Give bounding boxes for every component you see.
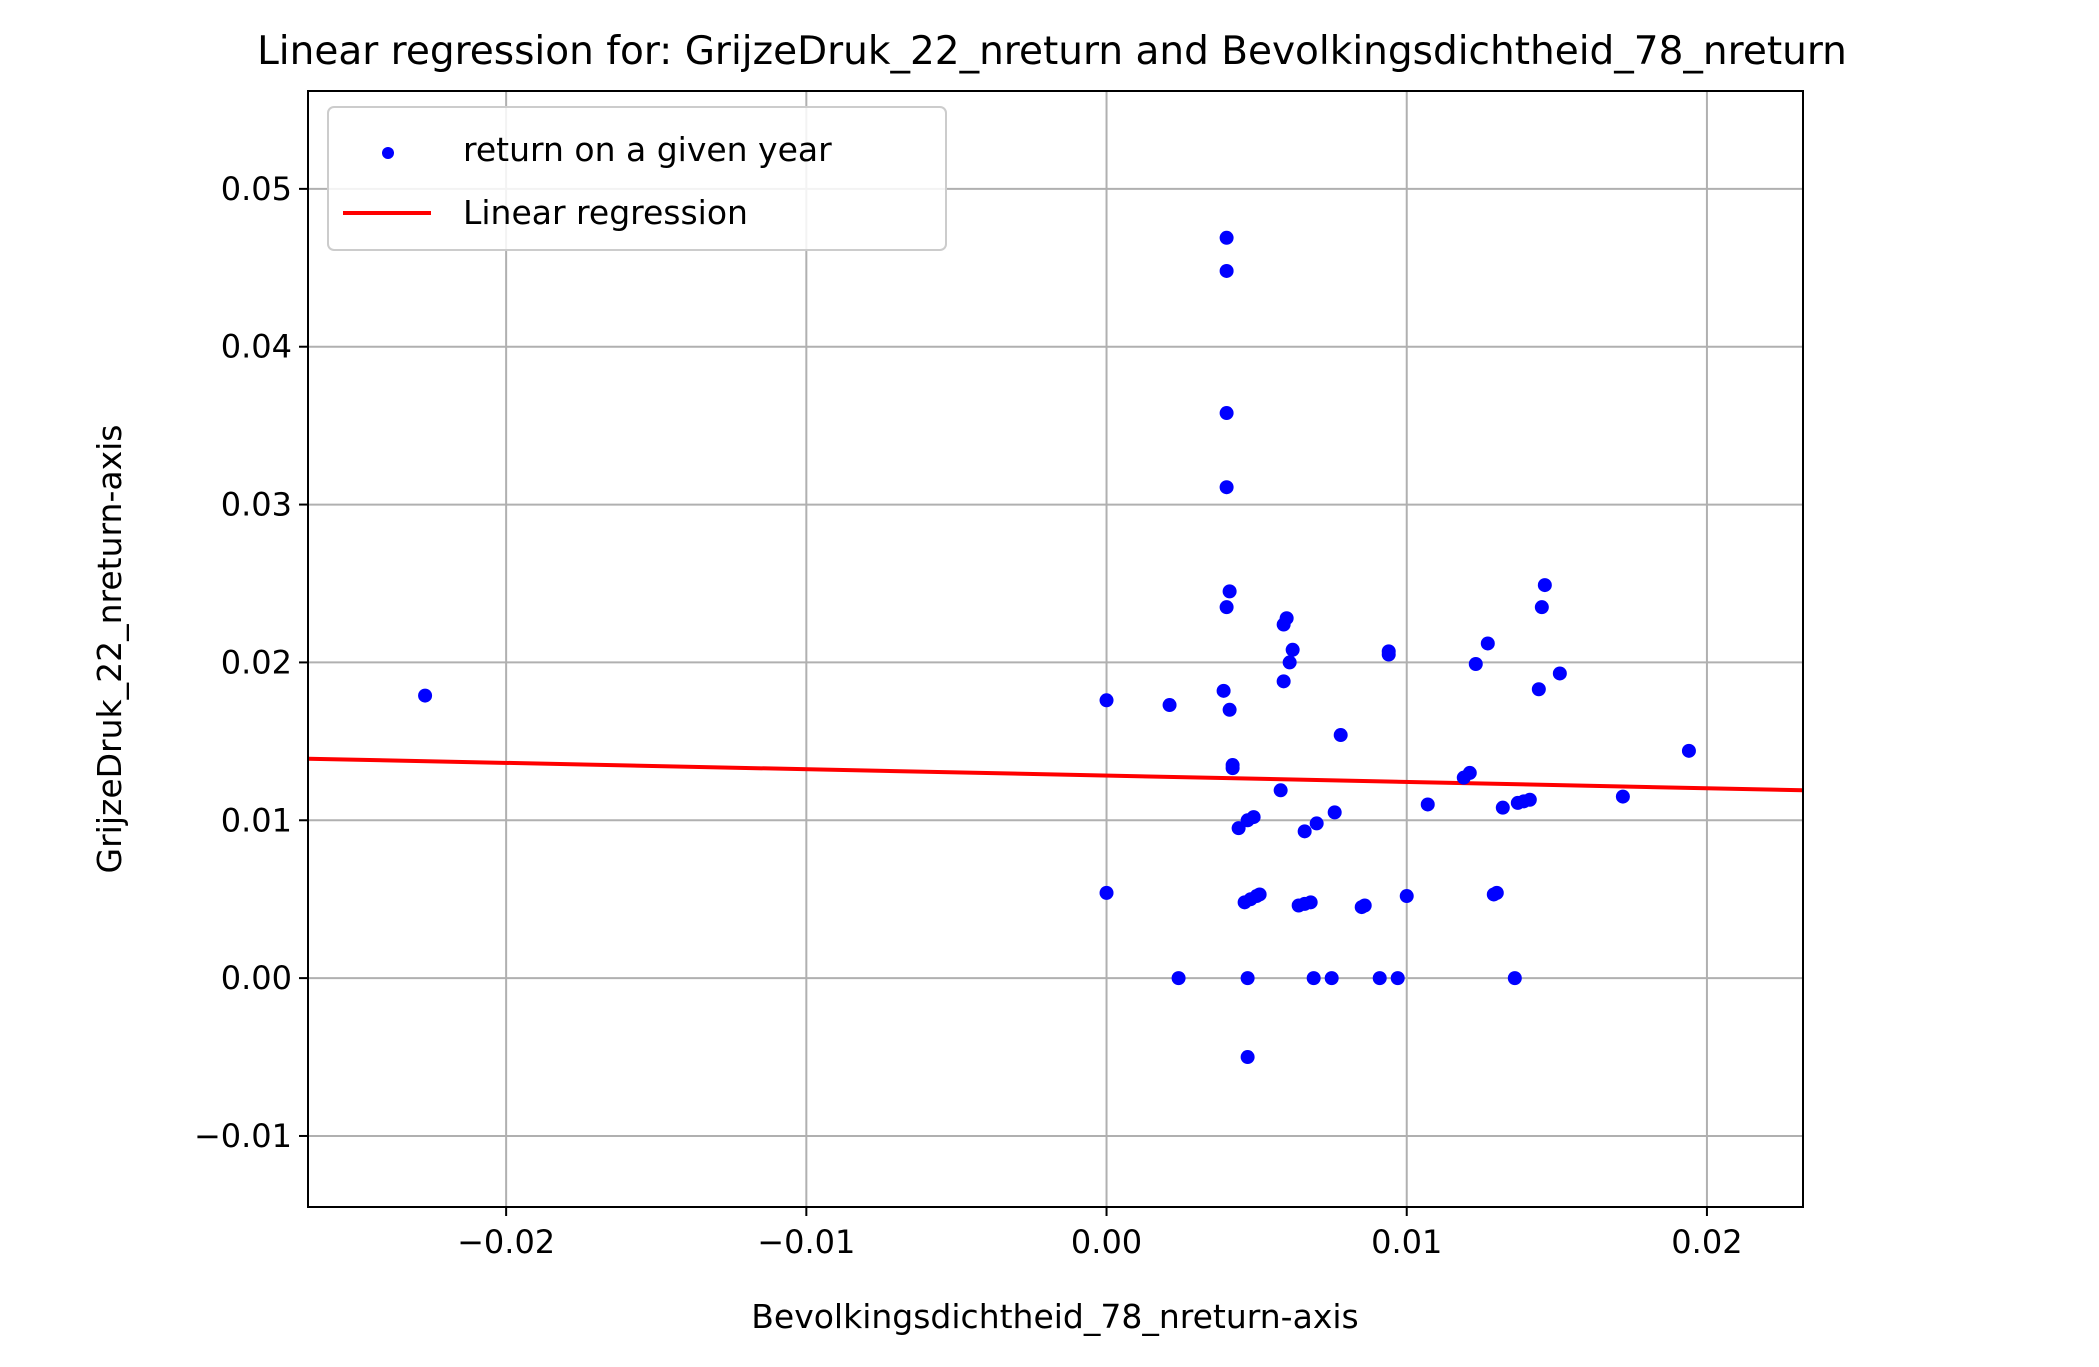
data-point bbox=[1225, 761, 1240, 776]
data-point bbox=[1099, 885, 1114, 900]
data-point bbox=[1222, 584, 1237, 599]
data-point bbox=[1495, 800, 1510, 815]
data-point bbox=[1480, 636, 1495, 651]
legend-label-points: return on a given year bbox=[463, 130, 832, 169]
data-point bbox=[1372, 971, 1387, 986]
data-point bbox=[1219, 406, 1234, 421]
data-point bbox=[1333, 728, 1348, 743]
data-point bbox=[1552, 666, 1567, 681]
y-tick-label: 0.02 bbox=[221, 643, 292, 681]
axis-ticks: −0.02 −0.01 0.00 0.01 0.02 −0.01 0.00 0.01 0.02 0… bbox=[194, 170, 1743, 1261]
data-point bbox=[1246, 810, 1261, 825]
data-point bbox=[1099, 693, 1114, 708]
data-point bbox=[1303, 895, 1318, 910]
regression-line bbox=[307, 756, 1804, 793]
data-point bbox=[1282, 655, 1297, 670]
x-tick-label: 0.02 bbox=[1671, 1223, 1742, 1261]
legend-marker-points bbox=[382, 147, 394, 159]
data-point bbox=[1381, 644, 1396, 659]
y-tick-label: 0.04 bbox=[221, 328, 292, 366]
data-point bbox=[1681, 743, 1696, 758]
x-tick-label: −0.02 bbox=[457, 1223, 555, 1261]
y-tick-label: 0.00 bbox=[221, 959, 292, 997]
data-point bbox=[1285, 642, 1300, 657]
data-point bbox=[1462, 765, 1477, 780]
data-point bbox=[1276, 674, 1291, 689]
y-axis-title: GrijzeDruk_22_nreturn-axis bbox=[90, 425, 129, 874]
data-point bbox=[1324, 971, 1339, 986]
y-tick-label: 0.01 bbox=[221, 801, 292, 839]
data-point bbox=[1420, 797, 1435, 812]
data-point bbox=[1219, 230, 1234, 245]
data-point bbox=[1273, 783, 1288, 798]
data-point bbox=[1279, 611, 1294, 626]
y-tick-label: 0.05 bbox=[221, 170, 292, 208]
data-point bbox=[1507, 971, 1522, 986]
data-point bbox=[1309, 816, 1324, 831]
x-tick-label: −0.01 bbox=[757, 1223, 855, 1261]
data-point bbox=[418, 688, 433, 703]
data-point bbox=[1162, 698, 1177, 713]
data-point bbox=[1357, 898, 1372, 913]
data-point bbox=[1231, 821, 1246, 836]
data-point bbox=[1399, 889, 1414, 904]
data-point bbox=[1534, 600, 1549, 615]
y-tick-label: −0.01 bbox=[194, 1117, 292, 1155]
data-point bbox=[1537, 578, 1552, 593]
data-point bbox=[1297, 824, 1312, 839]
data-point bbox=[1390, 971, 1405, 986]
data-points bbox=[418, 230, 1696, 1065]
plot-frame bbox=[307, 90, 1804, 1208]
data-point bbox=[1222, 702, 1237, 717]
y-tick-label: 0.03 bbox=[221, 486, 292, 524]
data-point bbox=[1219, 480, 1234, 495]
data-point bbox=[1615, 789, 1630, 804]
data-point bbox=[1306, 971, 1321, 986]
data-point bbox=[1240, 971, 1255, 986]
legend-label-line: Linear regression bbox=[463, 193, 748, 232]
data-point bbox=[1327, 805, 1342, 820]
chart-title: Linear regression for: GrijzeDruk_22_nre… bbox=[257, 29, 1847, 74]
data-point bbox=[1468, 656, 1483, 671]
x-axis-title: Bevolkingsdichtheid_78_nreturn-axis bbox=[751, 1297, 1358, 1336]
data-point bbox=[1219, 600, 1234, 615]
data-point bbox=[1522, 792, 1537, 807]
data-point bbox=[1219, 263, 1234, 278]
data-point bbox=[1252, 887, 1267, 902]
data-point bbox=[1216, 683, 1231, 698]
data-point bbox=[1171, 971, 1186, 986]
data-point bbox=[1489, 885, 1504, 900]
legend-box bbox=[327, 106, 947, 251]
data-point bbox=[1240, 1050, 1255, 1065]
data-point bbox=[1531, 682, 1546, 697]
legend: return on a given year Linear regression bbox=[327, 106, 947, 251]
x-tick-label: 0.00 bbox=[1071, 1223, 1142, 1261]
regression-layer bbox=[307, 756, 1804, 793]
x-tick-label: 0.01 bbox=[1371, 1223, 1442, 1261]
